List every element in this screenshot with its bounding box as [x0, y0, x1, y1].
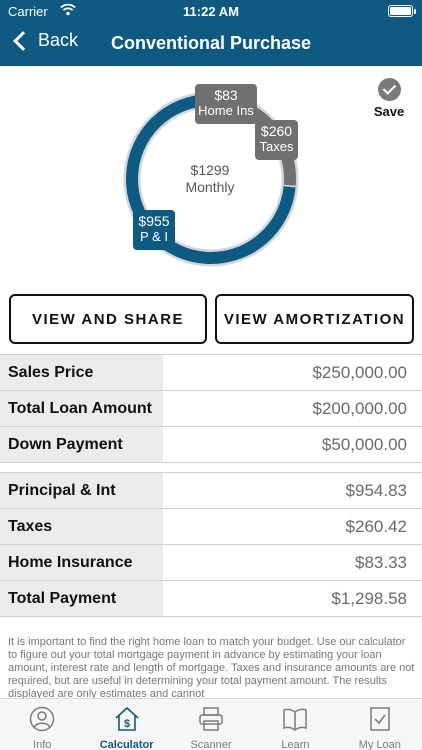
status-bar: Carrier 11:22 AM	[0, 3, 422, 21]
pi-value: $955	[138, 213, 170, 229]
row-label: Down Payment	[0, 427, 163, 462]
table-row: Total Payment $1,298.58	[0, 581, 422, 617]
page-title: Conventional Purchase	[110, 33, 312, 53]
row-value: $1,298.58	[331, 588, 407, 608]
disclaimer-text: It is important to find the right home l…	[8, 636, 415, 698]
person-icon	[29, 706, 55, 732]
tab-info[interactable]: Info	[0, 699, 84, 750]
taxes-callout: $260 Taxes	[255, 120, 298, 160]
table-row: Down Payment $50,000.00	[0, 427, 422, 463]
tab-learn[interactable]: Learn	[253, 699, 337, 750]
row-label: Home Insurance	[0, 545, 163, 580]
tab-calculator[interactable]: $ Calculator	[84, 699, 168, 750]
row-value: $200,000.00	[312, 398, 407, 418]
table-row: Total Loan Amount $200,000.00	[0, 391, 422, 427]
taxes-name: Taxes	[259, 139, 294, 154]
pi-name: P & I	[140, 229, 168, 244]
donut-center-label: Monthly	[185, 179, 235, 195]
loan-summary-table: Sales Price $250,000.00 Total Loan Amoun…	[0, 354, 422, 463]
donut-center-value: $1299	[190, 162, 230, 178]
home-ins-callout: $83 Home Ins	[195, 84, 257, 124]
table-row: Home Insurance $83.33	[0, 545, 422, 581]
row-value: $50,000.00	[321, 434, 407, 454]
table-row: Taxes $260.42	[0, 509, 422, 545]
clock: 11:22 AM	[183, 4, 239, 19]
row-label: Principal & Int	[0, 473, 163, 508]
tab-label: Learn	[281, 739, 310, 750]
save-label: Save	[373, 104, 405, 119]
back-label: Back	[38, 30, 79, 50]
home-ins-name: Home Ins	[198, 103, 254, 118]
wifi-icon	[60, 3, 76, 16]
donut-center: $1299 Monthly	[160, 162, 260, 196]
taxes-value: $260	[260, 123, 293, 139]
row-label: Total Loan Amount	[0, 391, 163, 426]
payment-breakdown-table: Principal & Int $954.83 Taxes $260.42 Ho…	[0, 472, 422, 617]
tab-scanner[interactable]: Scanner	[169, 699, 253, 750]
row-value: $260.42	[345, 516, 407, 536]
table-row: Principal & Int $954.83	[0, 473, 422, 509]
view-and-share-button[interactable]: VIEW AND SHARE	[9, 294, 207, 344]
row-label: Sales Price	[0, 355, 163, 390]
row-label: Total Payment	[0, 581, 163, 616]
tab-label: Info	[33, 739, 52, 750]
house-dollar-icon: $	[115, 706, 139, 731]
row-label: Taxes	[0, 509, 163, 544]
tab-my-loan[interactable]: My Loan	[338, 699, 422, 750]
scanner-icon	[199, 707, 223, 731]
payment-donut-chart: $1299 Monthly $83 Home Ins $260 Taxes $9…	[0, 66, 422, 286]
tab-label: My Loan	[358, 739, 401, 750]
document-check-icon	[370, 707, 390, 731]
battery-icon	[388, 5, 416, 17]
row-value: $83.33	[355, 552, 407, 572]
svg-text:$: $	[124, 718, 130, 730]
carrier-label: Carrier	[8, 4, 48, 19]
book-icon	[283, 708, 308, 731]
tab-label: Scanner	[190, 739, 232, 750]
nav-header: Carrier 11:22 AM Back Conventional Purch…	[0, 0, 422, 66]
row-value: $954.83	[345, 480, 407, 500]
pi-callout: $955 P & I	[133, 210, 175, 250]
tab-bar: Info $ Calculator Scanner Learn My Loan	[0, 698, 422, 750]
back-button[interactable]: Back	[10, 30, 78, 51]
view-amortization-button[interactable]: VIEW AMORTIZATION	[215, 294, 414, 344]
table-row: Sales Price $250,000.00	[0, 355, 422, 391]
checkmark-circle-icon	[377, 78, 401, 101]
save-button[interactable]: Save	[372, 78, 406, 119]
home-ins-value: $83	[214, 87, 238, 103]
tab-label: Calculator	[99, 739, 154, 750]
row-value: $250,000.00	[312, 362, 407, 382]
